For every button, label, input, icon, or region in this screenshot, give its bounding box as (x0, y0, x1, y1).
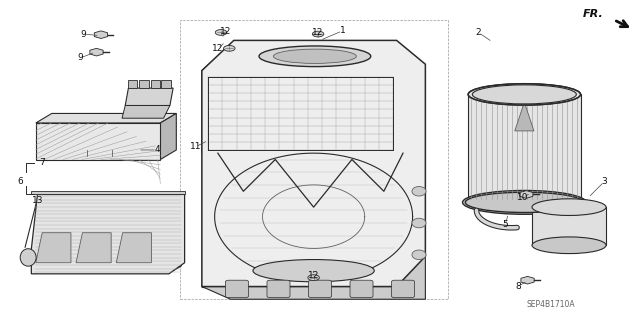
Text: 12: 12 (312, 28, 324, 37)
Polygon shape (116, 233, 152, 263)
Ellipse shape (463, 190, 586, 214)
Bar (151, 80, 161, 88)
Polygon shape (202, 42, 422, 153)
FancyBboxPatch shape (308, 280, 332, 298)
Polygon shape (94, 31, 108, 39)
Polygon shape (521, 276, 534, 284)
Ellipse shape (468, 84, 580, 105)
Ellipse shape (259, 46, 371, 67)
Polygon shape (31, 195, 184, 274)
Text: 3: 3 (602, 177, 607, 186)
Polygon shape (202, 255, 426, 299)
Bar (140, 80, 149, 88)
Ellipse shape (412, 250, 426, 260)
Circle shape (312, 31, 324, 37)
Bar (468, 94, 580, 202)
Ellipse shape (532, 237, 606, 254)
Text: 11: 11 (189, 142, 201, 151)
Text: 12: 12 (220, 27, 231, 36)
Text: 8: 8 (515, 282, 521, 291)
Bar (128, 80, 138, 88)
Circle shape (308, 275, 319, 280)
Bar (179, 20, 448, 299)
Ellipse shape (532, 199, 606, 215)
Bar (161, 80, 171, 88)
Ellipse shape (412, 218, 426, 228)
Ellipse shape (273, 49, 356, 63)
Text: 1: 1 (339, 26, 345, 35)
Ellipse shape (20, 249, 36, 266)
Text: 13: 13 (32, 196, 44, 205)
Text: 9: 9 (81, 30, 86, 39)
Circle shape (223, 46, 235, 51)
Circle shape (215, 30, 227, 35)
Polygon shape (31, 191, 184, 195)
Text: 12: 12 (308, 271, 319, 280)
Text: 9: 9 (77, 53, 83, 62)
Polygon shape (36, 233, 71, 263)
Ellipse shape (472, 85, 577, 104)
Ellipse shape (253, 260, 374, 282)
Ellipse shape (412, 187, 426, 196)
Ellipse shape (465, 192, 584, 212)
Bar (532, 207, 606, 245)
Polygon shape (36, 114, 176, 123)
Text: 5: 5 (502, 220, 508, 229)
Polygon shape (122, 106, 170, 118)
Text: 12: 12 (212, 44, 223, 53)
Polygon shape (202, 70, 397, 286)
Polygon shape (90, 48, 103, 56)
Text: 6: 6 (17, 177, 23, 186)
Bar (36, 123, 161, 160)
Text: 4: 4 (154, 145, 160, 154)
Text: SEP4B1710A: SEP4B1710A (527, 300, 575, 308)
Polygon shape (515, 102, 534, 131)
Polygon shape (520, 191, 533, 198)
Text: 2: 2 (476, 28, 481, 37)
Text: FR.: FR. (583, 9, 604, 19)
Polygon shape (125, 88, 173, 106)
FancyBboxPatch shape (225, 280, 248, 298)
Polygon shape (161, 114, 176, 160)
Polygon shape (76, 233, 111, 263)
FancyBboxPatch shape (392, 280, 415, 298)
Text: 7: 7 (39, 158, 45, 167)
Text: 10: 10 (517, 193, 529, 202)
Polygon shape (397, 42, 422, 280)
FancyBboxPatch shape (350, 280, 373, 298)
Polygon shape (202, 41, 426, 286)
FancyBboxPatch shape (267, 280, 290, 298)
